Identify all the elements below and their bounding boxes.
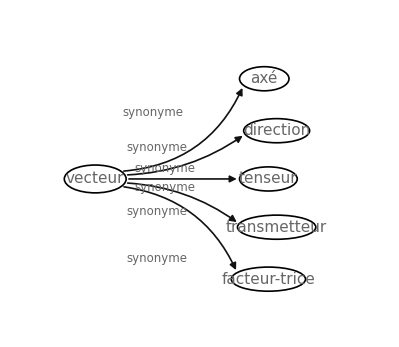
Ellipse shape — [231, 267, 306, 291]
Text: synonyme: synonyme — [135, 162, 196, 175]
Text: synonyme: synonyme — [126, 205, 188, 218]
Text: transmetteur: transmetteur — [226, 220, 327, 235]
Text: direction: direction — [243, 123, 310, 138]
Text: vecteur: vecteur — [66, 171, 124, 186]
Text: axé: axé — [251, 71, 278, 86]
FancyArrowPatch shape — [129, 176, 235, 182]
Ellipse shape — [239, 167, 297, 191]
Text: synonyme: synonyme — [126, 141, 188, 154]
Ellipse shape — [237, 215, 316, 239]
FancyArrowPatch shape — [124, 187, 235, 269]
Ellipse shape — [64, 165, 126, 193]
FancyArrowPatch shape — [128, 183, 235, 221]
Ellipse shape — [244, 119, 310, 143]
Text: facteur-trice: facteur-trice — [221, 272, 315, 287]
Text: synonyme: synonyme — [122, 105, 184, 119]
Text: tenseur: tenseur — [239, 171, 298, 186]
Text: synonyme: synonyme — [135, 180, 196, 194]
FancyArrowPatch shape — [128, 137, 241, 175]
Text: synonyme: synonyme — [126, 252, 188, 265]
Ellipse shape — [239, 67, 289, 91]
FancyArrowPatch shape — [124, 90, 242, 171]
